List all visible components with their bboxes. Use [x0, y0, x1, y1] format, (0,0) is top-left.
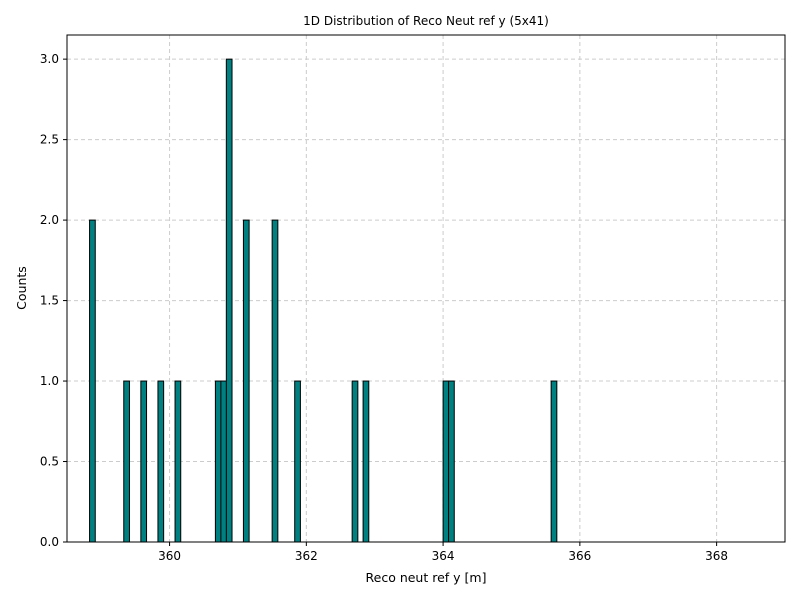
histogram-bar [157, 380, 165, 543]
chart-title: 1D Distribution of Reco Neut ref y (5x41… [303, 14, 549, 28]
x-axis-label: Reco neut ref y [m] [366, 570, 487, 585]
histogram-bar [442, 380, 450, 543]
y-tick-label: 0.0 [40, 535, 59, 549]
histogram-bar [89, 219, 96, 543]
y-tick-label: 3.0 [40, 52, 59, 66]
histogram-bar [220, 380, 228, 543]
y-tick-label: 1.0 [40, 374, 59, 388]
histogram-bar [271, 219, 279, 543]
x-tick-label: 368 [705, 549, 728, 563]
histogram-bar [550, 380, 558, 543]
y-axis-ticks: 0.0 0.5 1.0 1.5 2.0 2.5 3.0 [40, 52, 67, 549]
histogram-bar [294, 380, 301, 543]
histogram-bar [123, 380, 130, 543]
plot-frame [66, 34, 786, 543]
histogram-bar [362, 380, 370, 543]
y-axis-label: Counts [14, 266, 29, 310]
x-axis-ticks: 360 362 364 366 368 [158, 542, 728, 563]
histogram-bar [140, 380, 148, 543]
x-tick-label: 366 [568, 549, 591, 563]
x-tick-label: 364 [432, 549, 455, 563]
y-tick-label: 0.5 [40, 455, 59, 469]
y-tick-label: 2.5 [40, 133, 59, 147]
x-tick-label: 360 [158, 549, 181, 563]
histogram-bar [214, 380, 222, 543]
histogram-bar [242, 219, 250, 543]
y-tick-label: 2.0 [40, 213, 59, 227]
histogram-bar [225, 58, 233, 543]
histogram-bar [351, 380, 359, 543]
histogram-bar [174, 380, 182, 543]
y-tick-label: 1.5 [40, 294, 59, 308]
x-tick-label: 362 [295, 549, 318, 563]
histogram-bar [448, 380, 455, 543]
